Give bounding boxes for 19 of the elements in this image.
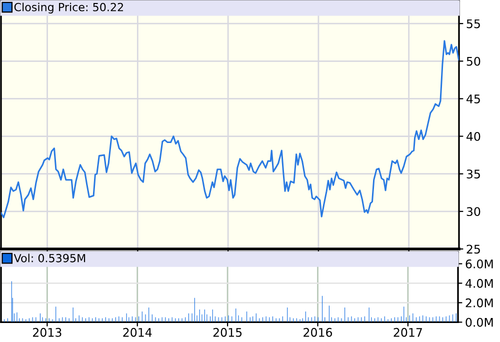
x-tick-label: 2014 — [123, 328, 152, 337]
y-tick-label: 4.0M — [466, 278, 493, 288]
y-tick-label: 40 — [466, 132, 480, 141]
y-tick-label: 50 — [466, 56, 480, 66]
legend-label: Vol: 0.5395M — [14, 254, 86, 262]
x-tick-label: 2013 — [33, 328, 62, 337]
y-tick-label: 25 — [466, 244, 480, 254]
x-tick-label: 2016 — [304, 328, 332, 337]
x-tick-label: 2015 — [213, 328, 242, 337]
y-tick-label: 6.0M — [466, 259, 493, 268]
y-tick-label: 45 — [466, 94, 480, 104]
x-tick-label: 2017 — [394, 328, 422, 337]
y-tick-label: 35 — [466, 170, 480, 178]
y-tick-label: 55 — [466, 19, 480, 28]
legend-label: Closing Price: 50.22 — [14, 2, 123, 14]
line-series — [1, 40, 459, 218]
y-tick-label: 0.0M — [466, 318, 493, 327]
y-tick-label: 30 — [466, 207, 480, 216]
y-tick-label: 2.0M — [466, 298, 493, 308]
